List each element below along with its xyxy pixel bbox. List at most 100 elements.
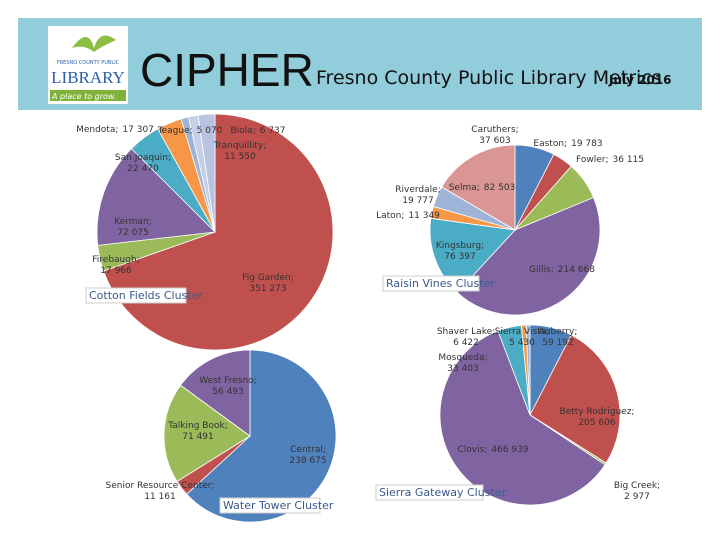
value-label: 11 349 xyxy=(408,211,440,221)
value-label: 56 493 xyxy=(212,387,244,397)
logo-leaves xyxy=(72,35,116,52)
date: July 2016 xyxy=(608,73,672,87)
data-label: Kerman; 72 075 xyxy=(114,217,152,238)
value-label: 76 397 xyxy=(444,252,476,262)
label-separator: ; xyxy=(323,445,326,455)
logo-top: FRESNO COUNTY PUBLIC xyxy=(57,60,120,66)
label-separator: ; xyxy=(631,407,634,417)
category-name: Talking Book xyxy=(167,421,225,431)
data-label: Laton; 11 349 xyxy=(376,211,440,221)
data-label: Kingsburg; 76 397 xyxy=(436,241,484,262)
category-name: Biola xyxy=(230,126,252,136)
pie-slice xyxy=(529,334,621,464)
chart-title: Cotton Fields Cluster xyxy=(89,289,203,302)
logo-main: LIBRARY xyxy=(51,68,125,87)
label-separator: ; xyxy=(211,481,214,491)
value-label: 72 075 xyxy=(117,228,149,238)
category-name: San Joaquin xyxy=(115,153,168,163)
data-label: Fig Garden; 351 273 xyxy=(242,273,294,294)
pie-slice xyxy=(96,148,216,246)
label-separator: ; xyxy=(438,185,441,195)
category-name: Central xyxy=(290,445,323,455)
data-label: Talking Book; 71 491 xyxy=(167,421,227,442)
chart-title: Sierra Gateway Cluster xyxy=(379,486,507,499)
data-label: Mosqueda; 33 403 xyxy=(438,353,487,374)
label-separator: ; xyxy=(149,217,152,227)
value-label: 19 777 xyxy=(402,196,434,206)
category-name: Gillis xyxy=(529,265,551,275)
value-label: 33 403 xyxy=(447,364,479,374)
label-separator: ; xyxy=(253,126,256,136)
data-label: Sierra Vista; 5 430 xyxy=(495,327,550,348)
logo-tag-band xyxy=(50,90,126,101)
label-separator: ; xyxy=(551,265,554,275)
data-label: Big Creek; 2 977 xyxy=(614,481,660,502)
label-separator: ; xyxy=(477,183,480,193)
category-name: Sierra Vista xyxy=(495,327,547,337)
value-label: 19 783 xyxy=(571,139,603,149)
data-label: Easton; 19 783 xyxy=(533,139,602,149)
label-separator: ; xyxy=(254,376,257,386)
label-separator: ; xyxy=(605,155,608,165)
category-name: Big Creek xyxy=(614,481,658,491)
data-label: Auberry; 59 192 xyxy=(539,327,578,348)
value-label: 5 070 xyxy=(197,126,223,136)
label-separator: ; xyxy=(516,125,519,135)
value-label: 2 977 xyxy=(624,492,650,502)
category-name: Shaver Lake xyxy=(437,327,493,337)
value-label: 59 192 xyxy=(542,338,574,348)
label-separator: ; xyxy=(485,353,488,363)
title-box xyxy=(375,484,484,501)
value-label: 22 470 xyxy=(127,164,159,174)
data-label: Caruthers; 37 603 xyxy=(471,125,518,146)
header-band xyxy=(18,18,702,110)
value-label: 37 603 xyxy=(479,136,511,146)
value-label: 17 307 xyxy=(122,125,154,135)
category-name: Senior Resource Center xyxy=(106,481,212,491)
value-label: 17 966 xyxy=(100,266,132,276)
label-separator: ; xyxy=(546,327,549,337)
category-name: Laton xyxy=(376,211,401,221)
category-name: Auberry xyxy=(539,327,575,337)
label-separator: ; xyxy=(137,255,140,265)
value-label: 36 115 xyxy=(613,155,645,165)
subtitle: Fresno County Public Library Metrics xyxy=(316,67,662,89)
data-label: Gillis; 214 668 xyxy=(529,265,595,275)
pie-slice xyxy=(439,330,606,506)
label-separator: ; xyxy=(190,126,193,136)
data-label: San Joaquin; 22 470 xyxy=(115,153,171,174)
category-name: Teague xyxy=(157,126,190,136)
label-separator: ; xyxy=(168,153,171,163)
title-box xyxy=(219,497,321,514)
pie-slice xyxy=(441,144,516,231)
category-name: West Fresno xyxy=(199,376,254,386)
value-label: 6 737 xyxy=(260,126,286,136)
data-label: Firebaugh; 17 966 xyxy=(92,255,139,276)
label-separator: ; xyxy=(484,445,487,455)
label-separator: ; xyxy=(291,273,294,283)
category-name: Clovis xyxy=(457,445,484,455)
category-name: Kingsburg xyxy=(436,241,481,251)
value-label: 6 422 xyxy=(453,338,479,348)
data-label: Mendota; 17 307 xyxy=(76,125,154,135)
label-separator: ; xyxy=(564,139,567,149)
label-separator: ; xyxy=(657,481,660,491)
title-box xyxy=(382,275,480,292)
label-separator: ; xyxy=(225,421,228,431)
label-separator: ; xyxy=(574,327,577,337)
data-label: Teague; 5 070 xyxy=(157,126,223,136)
pie-slice xyxy=(180,349,251,437)
label-separator: ; xyxy=(481,241,484,251)
data-label: Fowler; 36 115 xyxy=(576,155,644,165)
value-label: 71 491 xyxy=(182,432,214,442)
value-label: 466 939 xyxy=(491,445,528,455)
category-name: Caruthers xyxy=(471,125,516,135)
category-name: Kerman xyxy=(114,217,149,227)
category-name: Mendota xyxy=(76,125,115,135)
pie-slice xyxy=(197,113,216,233)
category-name: Firebaugh xyxy=(92,255,136,265)
pie-slice xyxy=(186,349,337,523)
value-label: 82 503 xyxy=(484,183,516,193)
category-name: Mosqueda xyxy=(438,353,484,363)
